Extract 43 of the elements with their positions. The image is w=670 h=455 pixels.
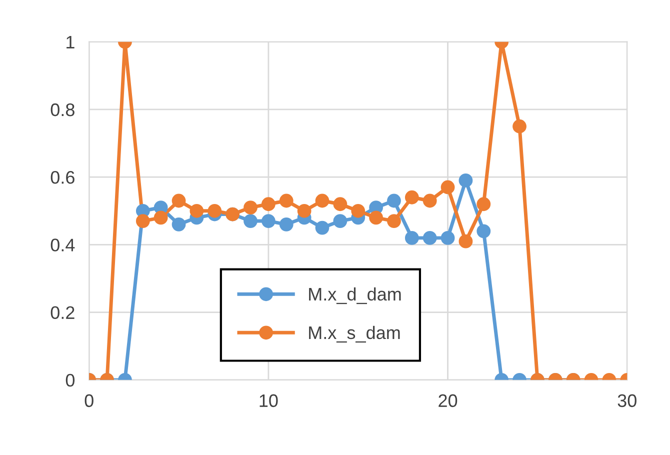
point bbox=[422, 230, 437, 245]
point bbox=[458, 234, 473, 248]
y-tick-label: 0.8 bbox=[50, 103, 74, 116]
point bbox=[315, 194, 330, 208]
point bbox=[279, 194, 294, 208]
y-tick-label: 0.2 bbox=[50, 306, 74, 320]
point bbox=[404, 190, 419, 204]
point bbox=[458, 174, 473, 188]
point bbox=[136, 214, 150, 228]
point bbox=[297, 204, 312, 218]
legend-label: M.x_d_dam bbox=[309, 287, 401, 304]
point bbox=[154, 210, 168, 225]
point bbox=[333, 214, 348, 228]
point bbox=[172, 217, 186, 232]
x-tick-label: 20 bbox=[438, 394, 458, 408]
point bbox=[476, 197, 491, 212]
point bbox=[315, 220, 330, 235]
point bbox=[262, 214, 276, 228]
x-tick-label: 10 bbox=[260, 394, 278, 408]
point bbox=[208, 204, 222, 218]
point bbox=[387, 214, 401, 228]
point bbox=[440, 230, 455, 245]
y-tick-label: 0.6 bbox=[50, 171, 74, 184]
x-tick-label: 30 bbox=[618, 394, 636, 408]
point bbox=[262, 197, 276, 212]
point bbox=[404, 230, 419, 245]
y-tick-label: 1 bbox=[66, 36, 74, 48]
point bbox=[369, 210, 383, 225]
point bbox=[244, 214, 258, 228]
legend-label: M.x_s_dam bbox=[309, 326, 400, 343]
point bbox=[476, 224, 491, 238]
point bbox=[172, 194, 186, 208]
point bbox=[190, 204, 204, 218]
y-tick-label: 0.4 bbox=[50, 238, 75, 252]
point bbox=[422, 194, 437, 208]
point bbox=[387, 194, 401, 208]
x-tick-label: 0 bbox=[84, 394, 94, 408]
y-tick-label: 0 bbox=[66, 374, 75, 387]
point bbox=[244, 200, 258, 214]
point bbox=[333, 197, 348, 212]
point bbox=[279, 217, 294, 232]
point bbox=[440, 180, 455, 194]
point bbox=[351, 204, 366, 218]
